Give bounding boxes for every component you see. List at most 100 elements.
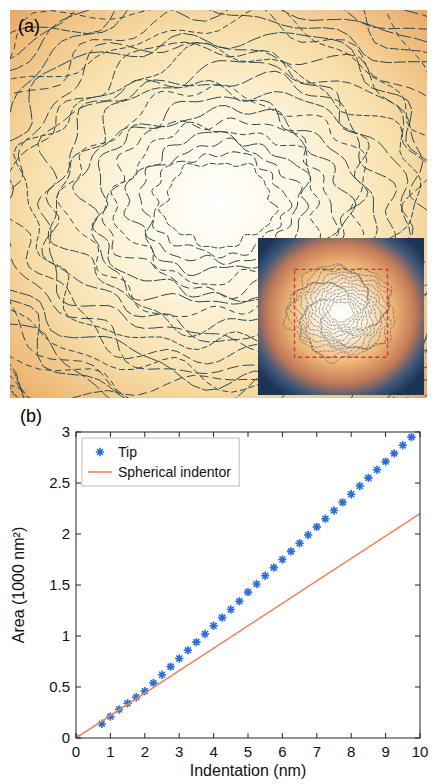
data-point (175, 654, 183, 662)
contour-line (10, 10, 427, 396)
data-point (356, 482, 364, 490)
data-point (235, 597, 243, 605)
contour-line (315, 289, 367, 334)
legend-swatch (88, 471, 112, 473)
y-tick (415, 483, 420, 484)
x-tick (282, 733, 283, 738)
x-tick-label: 3 (175, 743, 183, 760)
data-point (227, 605, 235, 613)
x-tick-label: 2 (141, 743, 149, 760)
plot-frame (76, 432, 420, 738)
data-point (313, 523, 321, 531)
data-point (192, 638, 200, 646)
contour-line (10, 10, 427, 398)
y-tick (415, 534, 420, 535)
x-tick-label: 4 (209, 743, 217, 760)
data-point (390, 449, 398, 457)
contour-line (10, 10, 427, 398)
y-tick (76, 534, 81, 535)
data-point (364, 474, 372, 482)
y-tick (415, 585, 420, 586)
contour-line (10, 10, 427, 398)
image-background (10, 10, 427, 398)
x-tick-label: 5 (244, 743, 252, 760)
contour-line (10, 10, 427, 398)
x-tick (110, 733, 111, 738)
panel-label: (a) (18, 16, 40, 36)
y-tick (415, 636, 420, 637)
data-point (201, 630, 209, 638)
data-point (270, 563, 278, 571)
x-tick (179, 733, 180, 738)
inset (258, 238, 424, 395)
x-tick (179, 432, 180, 437)
x-tick-label: 7 (313, 743, 321, 760)
data-point (166, 662, 174, 670)
y-tick (76, 687, 81, 688)
data-point (278, 555, 286, 563)
x-tick-label: 1 (106, 743, 114, 760)
x-tick-label: 9 (381, 743, 389, 760)
x-axis-title: Indentation (nm) (190, 762, 307, 779)
x-tick (248, 733, 249, 738)
y-tick-label: 1 (62, 627, 70, 644)
data-point (347, 490, 355, 498)
data-point (304, 531, 312, 539)
line-series (76, 514, 420, 738)
legend-label: Tip (118, 444, 137, 460)
inset-background (258, 238, 424, 395)
x-tick (351, 733, 352, 738)
data-point (321, 515, 329, 523)
contour-line (10, 10, 427, 398)
x-tick (385, 432, 386, 437)
y-tick-label: 2 (62, 525, 70, 542)
data-point (209, 622, 217, 630)
data-point (338, 498, 346, 506)
y-tick-label: 0 (62, 729, 70, 746)
data-point (399, 441, 407, 449)
x-tick (351, 432, 352, 437)
x-tick (316, 733, 317, 738)
legend-box (82, 438, 239, 486)
data-point (261, 572, 269, 580)
contour-line (10, 10, 427, 392)
panel-a-image (10, 10, 427, 398)
contour-line (159, 163, 279, 248)
x-tick (213, 733, 214, 738)
contour-line (308, 283, 373, 340)
y-tick-label: 3 (62, 423, 70, 440)
panel-label: (b) (20, 406, 42, 426)
contour-line (328, 302, 354, 322)
y-tick (76, 636, 81, 637)
y-tick-label: 2.5 (49, 474, 70, 491)
contour-line (326, 299, 358, 325)
y-tick (76, 483, 81, 484)
data-point (295, 539, 303, 547)
data-point (244, 588, 252, 596)
x-tick-label: 10 (412, 743, 429, 760)
data-point (330, 506, 338, 514)
contour-line (10, 10, 427, 398)
x-tick (282, 432, 283, 437)
x-tick (110, 432, 111, 437)
zoom-box (295, 269, 388, 357)
data-point (287, 547, 295, 555)
data-point (218, 613, 226, 621)
contour-line (283, 264, 394, 364)
marks (76, 433, 420, 738)
contour-line (10, 10, 427, 398)
x-tick (385, 733, 386, 738)
data-point (158, 671, 166, 679)
data-point (252, 580, 260, 588)
x-tick (144, 432, 145, 437)
y-tick (415, 687, 420, 688)
contour-line (10, 10, 427, 398)
contour-line (302, 278, 381, 347)
legend-label: Spherical indentor (118, 464, 231, 480)
x-tick-label: 0 (72, 743, 80, 760)
contour-line (10, 42, 427, 364)
y-axis-title: Area (1000 nm²) (10, 527, 27, 644)
data-point (373, 466, 381, 474)
y-tick (76, 585, 81, 586)
figure: (a)(b)01234567891000.511.522.53Indentati… (0, 0, 437, 784)
